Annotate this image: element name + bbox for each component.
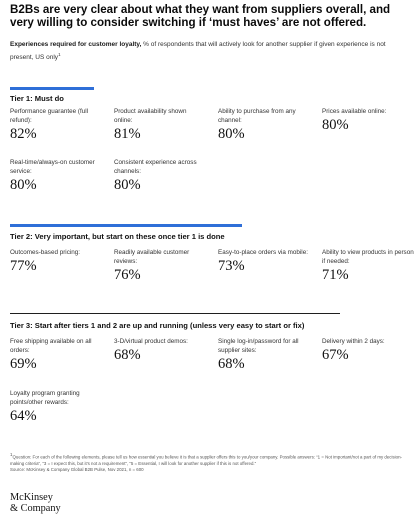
tier-1-item: Ability to purchase from any channel: 80% xyxy=(218,107,310,142)
tier-2-item: Outcomes-based pricing: 77% xyxy=(10,248,102,274)
logo-line-2: & Company xyxy=(10,503,61,514)
footnote-source: Source: McKinsey & Company Global B2B Pu… xyxy=(10,466,144,472)
footnote: 1Question: For each of the following ele… xyxy=(10,452,405,473)
item-value: 71% xyxy=(322,267,349,283)
item-value: 77% xyxy=(10,258,37,274)
tier-2-item: Readily available customer reviews: 76% xyxy=(114,248,206,283)
item-label: Real-time/always-on customer service: xyxy=(10,159,95,175)
item-value: 68% xyxy=(218,356,245,372)
tier-3-rule xyxy=(10,313,340,314)
tier-1-item: Real-time/always-on customer service: 80% xyxy=(10,158,102,193)
tier-3-title: Tier 3: Start after tiers 1 and 2 are up… xyxy=(10,321,305,330)
item-value: 80% xyxy=(322,117,349,133)
tier-3-item: Loyalty program granting points/other re… xyxy=(10,389,102,424)
item-label: Single log-in/password for all supplier … xyxy=(218,338,299,354)
tier-2-title: Tier 2: Very important, but start on the… xyxy=(10,232,225,241)
item-value: 67% xyxy=(322,347,349,363)
mckinsey-logo: McKinsey & Company xyxy=(10,492,61,514)
item-label: Consistent experience across channels: xyxy=(114,159,197,175)
tier-3-item: Delivery within 2 days: 67% xyxy=(322,337,414,363)
tier-1-rule xyxy=(10,87,94,90)
item-value: 82% xyxy=(10,126,37,142)
item-label: Readily available customer reviews: xyxy=(114,249,190,265)
item-value: 73% xyxy=(218,258,245,274)
item-value: 76% xyxy=(114,267,141,283)
tier-3-item: Free shipping available on all orders: 69… xyxy=(10,337,102,372)
item-label: Delivery within 2 days: xyxy=(322,338,385,345)
item-value: 68% xyxy=(114,347,141,363)
footnote-marker: 1 xyxy=(10,452,13,457)
item-label: Free shipping available on all orders: xyxy=(10,338,92,354)
item-label: Performance guarantee (full refund): xyxy=(10,108,89,124)
item-value: 64% xyxy=(10,408,37,424)
item-label: Easy-to-place orders via mobile: xyxy=(218,249,308,256)
tier-2-rule xyxy=(10,224,242,227)
tier-3-item: Single log-in/password for all supplier … xyxy=(218,337,310,372)
subtitle-footnote-marker: 1 xyxy=(58,51,61,57)
logo-line-1: McKinsey xyxy=(10,492,53,503)
item-value: 81% xyxy=(114,126,141,142)
tier-2-item: Ability to view products in person if ne… xyxy=(322,248,414,283)
tier-1-item: Prices available online: 80% xyxy=(322,107,414,133)
item-label: 3-D/virtual product demos: xyxy=(114,338,188,345)
tier-1-title: Tier 1: Must do xyxy=(10,94,64,103)
item-value: 80% xyxy=(10,177,37,193)
item-label: Loyalty program granting points/other re… xyxy=(10,390,80,406)
item-label: Outcomes-based pricing: xyxy=(10,249,80,256)
page-title: B2Bs are very clear about what they want… xyxy=(10,3,391,30)
tier-1-item: Performance guarantee (full refund): 82% xyxy=(10,107,102,142)
item-label: Ability to purchase from any channel: xyxy=(218,108,296,124)
subtitle: Experiences required for customer loyalt… xyxy=(10,40,408,62)
tier-3-item: 3-D/virtual product demos: 68% xyxy=(114,337,206,363)
item-value: 80% xyxy=(114,177,141,193)
subtitle-lead: Experiences required for customer loyalt… xyxy=(10,41,142,48)
tier-1-item: Product availability shown online: 81% xyxy=(114,107,206,142)
footnote-question: 1Question: For each of the following ele… xyxy=(10,452,405,467)
footnote-text: Question: For each of the following elem… xyxy=(10,454,402,466)
item-label: Product availability shown online: xyxy=(114,108,187,124)
item-value: 80% xyxy=(218,126,245,142)
item-value: 69% xyxy=(10,356,37,372)
subtitle-text: % of respondents that will actively look… xyxy=(10,41,386,61)
tier-1-item: Consistent experience across channels: 80… xyxy=(114,158,206,193)
tier-2-item: Easy-to-place orders via mobile: 73% xyxy=(218,248,310,274)
item-label: Ability to view products in person if ne… xyxy=(322,249,414,265)
item-label: Prices available online: xyxy=(322,108,387,115)
